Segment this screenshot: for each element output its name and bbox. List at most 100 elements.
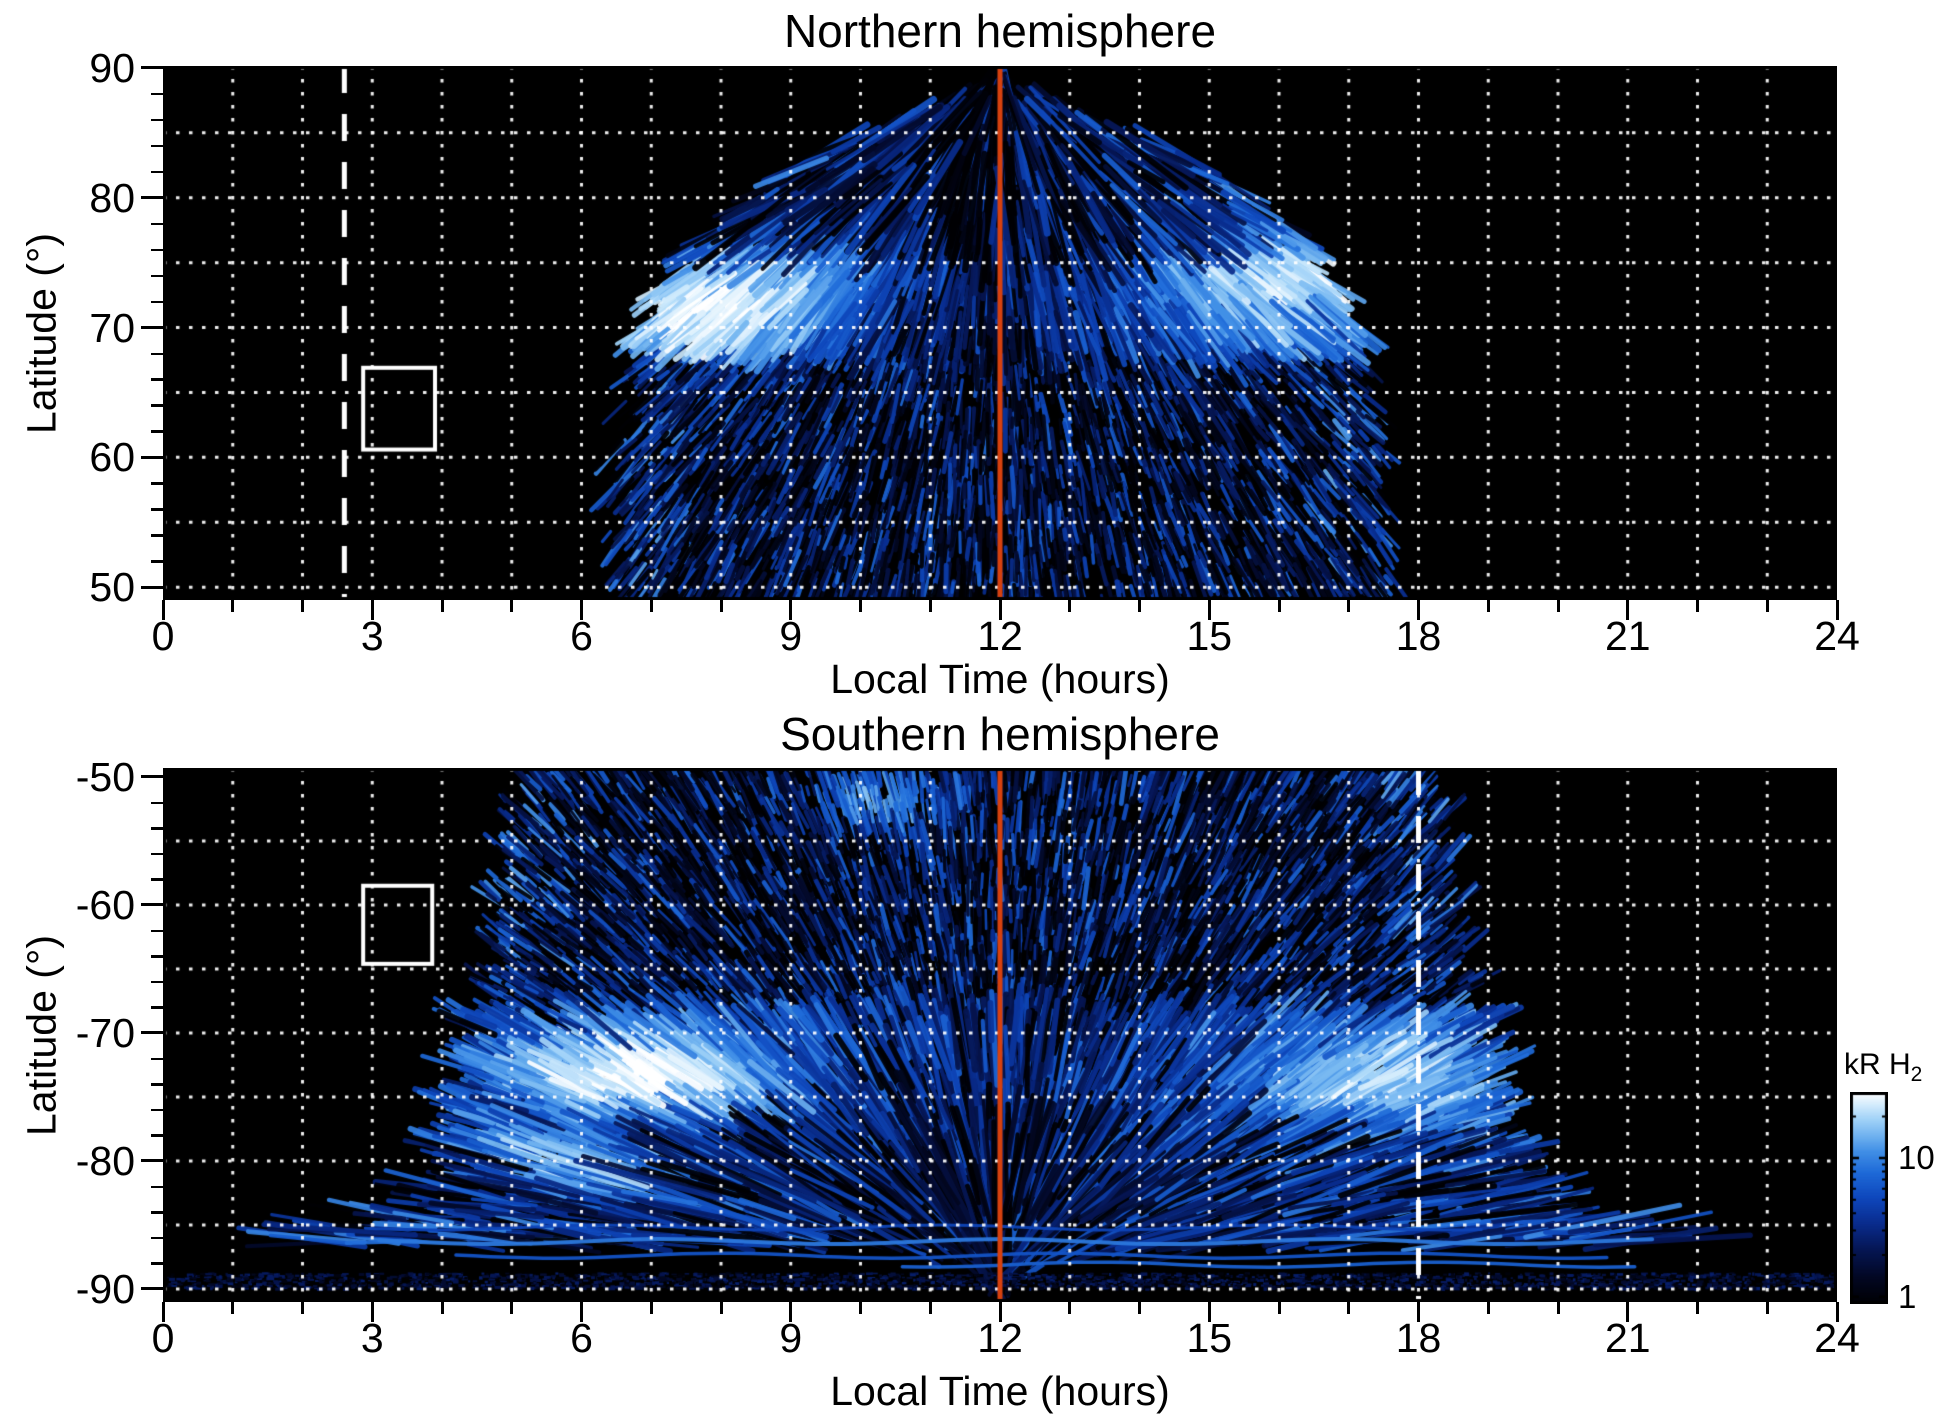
x-axis-tick [161, 600, 165, 620]
x-axis-tick [1068, 1302, 1072, 1314]
x-axis-tick-label: 12 [977, 613, 1023, 659]
y-axis-minor-tick [151, 430, 163, 433]
x-axis-tick [1347, 600, 1351, 612]
y-axis-minor-tick [151, 1262, 163, 1265]
x-axis-tick-label: 3 [360, 1315, 384, 1361]
x-axis-tick-label: 3 [360, 613, 384, 659]
x-axis-tick [1626, 1302, 1630, 1322]
x-axis-tick [719, 600, 723, 612]
y-axis-minor-tick [151, 534, 163, 537]
x-axis-tick-label: 18 [1395, 1315, 1442, 1361]
y-axis-minor-tick [151, 508, 163, 511]
y-axis-tick [141, 585, 163, 589]
panel-title-north: Northern hemisphere [783, 5, 1217, 57]
y-axis-minor-tick [151, 1185, 163, 1189]
x-axis-tick [301, 1302, 304, 1314]
x-axis-tick-label: 9 [779, 1315, 803, 1361]
x-axis-tick [1207, 600, 1211, 620]
x-axis-tick [789, 600, 793, 620]
y-axis-tick [141, 196, 163, 200]
y-axis-minor-tick [151, 1108, 163, 1112]
y-axis-minor-tick [151, 92, 163, 96]
y-axis-minor-tick [151, 955, 163, 958]
y-axis-tick [141, 455, 163, 459]
x-axis-tick [1207, 1302, 1211, 1322]
x-axis-tick [1556, 600, 1560, 612]
x-axis-tick [231, 600, 235, 612]
x-axis-tick [928, 600, 932, 612]
y-axis-tick [141, 1159, 163, 1163]
x-axis-tick [1765, 1302, 1769, 1314]
y-axis-tick-label: 90 [89, 44, 135, 91]
y-axis-tick [141, 326, 163, 330]
y-axis-minor-tick [151, 1236, 163, 1240]
x-axis-tick [301, 600, 304, 612]
y-axis-minor-tick [151, 1083, 163, 1086]
x-axis-tick [370, 600, 374, 620]
x-axis-tick-label: 18 [1395, 613, 1442, 659]
y-axis-tick [141, 1031, 163, 1035]
x-axis-tick [510, 1302, 514, 1314]
y-axis-minor-tick [151, 274, 163, 278]
x-axis-tick [1556, 1302, 1560, 1314]
x-axis-tick-label: 21 [1604, 613, 1651, 659]
y-axis-minor-tick [151, 560, 163, 563]
north-hemisphere-heatmap [163, 66, 1837, 600]
colorbar-unit-label: kR H2 [1844, 1048, 1923, 1086]
x-axis-tick [1835, 600, 1839, 620]
x-axis-tick [1696, 600, 1699, 612]
y-axis-minor-tick [151, 980, 163, 984]
x-axis-tick-label: 0 [151, 1315, 175, 1361]
x-axis-tick [998, 600, 1002, 620]
y-axis-minor-tick [151, 929, 163, 933]
x-axis-tick [580, 600, 583, 620]
y-axis-minor-tick [151, 852, 163, 856]
y-axis-tick-label: 50 [89, 564, 135, 611]
x-axis-tick [1486, 600, 1490, 612]
x-axis-tick [370, 1302, 374, 1322]
x-axis-tick [1138, 600, 1141, 612]
y-axis-minor-tick [151, 1211, 163, 1214]
x-axis-tick [1835, 1302, 1839, 1322]
x-axis-tick [580, 1302, 583, 1322]
x-axis-tick [1068, 600, 1072, 612]
y-axis-minor-tick [151, 801, 163, 805]
x-axis-tick [231, 1302, 235, 1314]
y-axis-minor-tick [151, 1057, 163, 1061]
x-axis-tick [1626, 600, 1630, 620]
y-axis-tick-label: -70 [75, 1009, 135, 1056]
colorbar-tick-label: 10 [1898, 1139, 1935, 1177]
y-axis-minor-tick [151, 300, 163, 304]
x-axis-tick [1277, 600, 1281, 612]
x-axis-tick [440, 1302, 444, 1314]
y-axis-tick-label: 60 [89, 434, 135, 481]
x-axis-tick [859, 1302, 862, 1314]
x-axis-label-south: Local Time (hours) [830, 1368, 1170, 1414]
x-axis-tick [1486, 1302, 1490, 1314]
y-axis-minor-tick [151, 144, 163, 148]
y-axis-minor-tick [151, 352, 163, 355]
y-axis-tick-label: -50 [75, 753, 135, 800]
x-axis-tick [440, 600, 444, 612]
y-axis-minor-tick [151, 1006, 163, 1009]
y-axis-minor-tick [151, 827, 163, 830]
y-axis-minor-tick [151, 878, 163, 881]
x-axis-tick [928, 1302, 932, 1314]
x-axis-tick [161, 1302, 165, 1322]
y-axis-tick-label: -60 [75, 881, 135, 928]
x-axis-tick-label: 21 [1604, 1315, 1651, 1361]
y-axis-tick [141, 775, 163, 779]
x-axis-tick [1277, 1302, 1281, 1314]
x-axis-tick-label: 15 [1186, 1315, 1233, 1361]
y-axis-tick-label: -80 [75, 1137, 135, 1184]
x-axis-tick [719, 1302, 723, 1314]
x-axis-tick-label: 9 [779, 613, 803, 659]
y-axis-tick-label: 70 [89, 304, 135, 351]
x-axis-tick [789, 1302, 793, 1322]
y-axis-minor-tick [151, 482, 163, 485]
x-axis-tick-label: 6 [570, 613, 593, 659]
x-axis-tick-label: 15 [1186, 613, 1233, 659]
x-axis-tick-label: 6 [570, 1315, 593, 1361]
x-axis-tick-label: 24 [1814, 1315, 1860, 1361]
